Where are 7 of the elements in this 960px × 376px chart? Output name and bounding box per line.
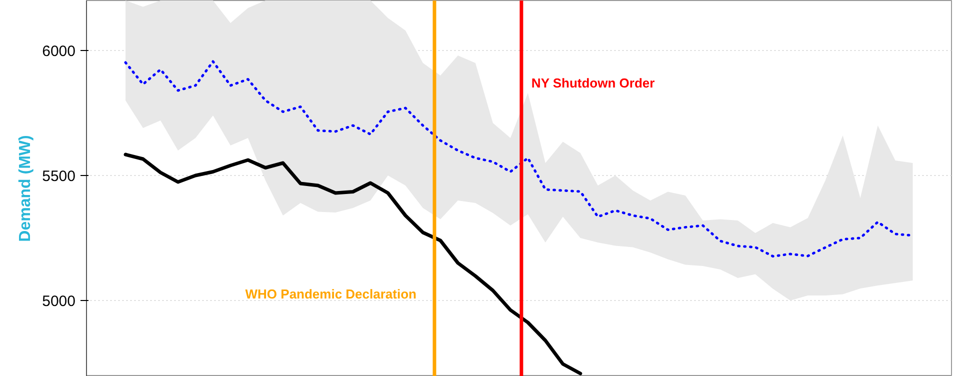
line-series <box>124 152 582 376</box>
y-tick-label: 6000 <box>42 43 76 60</box>
y-axis-title: Demand (MW) <box>17 135 34 242</box>
y-tick-label: 5000 <box>42 293 76 310</box>
y-tick-label: 5500 <box>42 168 76 185</box>
annotation: WHO Pandemic Declaration <box>245 286 417 302</box>
annotation: NY Shutdown Order <box>531 76 655 91</box>
